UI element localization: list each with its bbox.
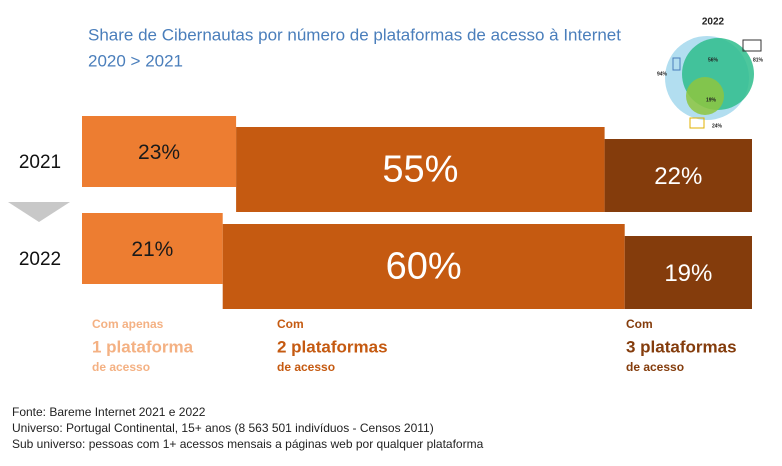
footnote: Fonte: Bareme Internet 2021 e 2022 <box>12 405 206 419</box>
legend-suffix: de acesso <box>92 360 150 374</box>
legend-prefix: Com <box>277 317 304 331</box>
footnote: Sub universo: pessoas com 1+ acessos men… <box>12 437 484 451</box>
legend-name: 1 plataforma <box>92 337 194 356</box>
inset-venn <box>665 36 762 129</box>
category-label: 2021 <box>19 152 61 173</box>
laptop-icon <box>742 39 762 52</box>
bar-segment <box>236 127 605 212</box>
value-label: 23% <box>138 141 180 164</box>
phone-icon <box>672 57 681 71</box>
legend-name: 3 plataformas <box>626 337 737 356</box>
bar-segment <box>604 139 752 212</box>
circle <box>686 77 724 115</box>
chart-title: Share de Cibernautas por número de plata… <box>88 25 621 44</box>
inset-label: 94% <box>657 71 668 77</box>
legend-prefix: Com apenas <box>92 317 164 331</box>
tablet-icon <box>689 117 705 129</box>
bar-segment <box>82 116 237 187</box>
legend-name: 2 plataformas <box>277 337 388 356</box>
inset-label: 24% <box>712 123 723 129</box>
arrow <box>8 202 70 222</box>
legend-prefix: Com <box>626 317 653 331</box>
bar-segment <box>624 236 752 309</box>
legend-suffix: de acesso <box>626 360 684 374</box>
legend-suffix: de acesso <box>277 360 335 374</box>
inset-label: 56% <box>708 57 719 63</box>
inset-label: 81% <box>753 57 764 63</box>
value-label: 21% <box>131 238 173 261</box>
value-label: 22% <box>654 163 702 190</box>
inset-label: 19% <box>706 97 717 103</box>
value-label: 55% <box>382 149 458 191</box>
chart-subtitle: 2020 > 2021 <box>88 51 183 70</box>
inset-title: 2022 <box>702 17 725 28</box>
category-label: 2022 <box>19 249 61 270</box>
bar-segment <box>222 224 625 309</box>
bar-segment <box>82 213 223 284</box>
footnote: Universo: Portugal Continental, 15+ anos… <box>12 421 434 435</box>
value-label: 19% <box>664 260 712 287</box>
value-label: 60% <box>386 246 462 288</box>
